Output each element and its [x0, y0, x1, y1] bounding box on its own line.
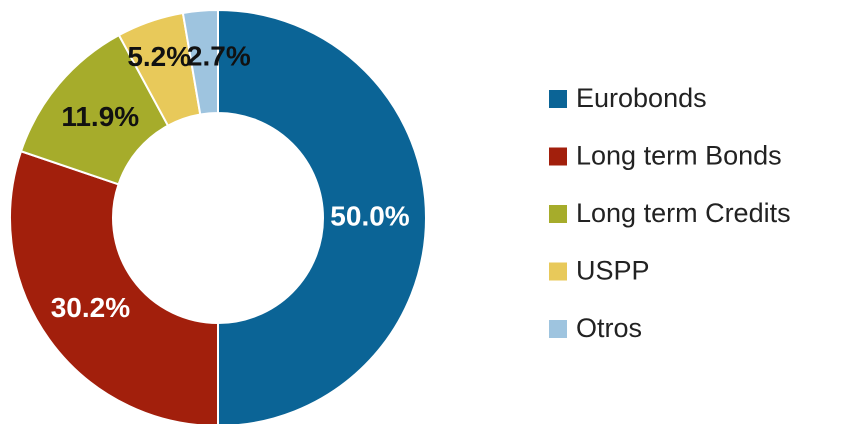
legend-label: Long term Credits	[576, 198, 791, 228]
legend-swatch	[549, 90, 567, 108]
legend-swatch	[549, 205, 567, 223]
legend-swatch	[549, 147, 567, 166]
legend-label: USPP	[576, 256, 650, 286]
value-label: 2.7%	[187, 40, 251, 71]
legend-label: Eurobonds	[576, 83, 707, 113]
value-label: 50.0%	[330, 200, 409, 231]
donut-slice	[9, 149, 219, 424]
donut-slice	[181, 8, 219, 116]
value-label: 11.9%	[61, 101, 139, 132]
legend-swatch	[549, 320, 567, 338]
legend-swatch	[549, 262, 567, 281]
donut-slice	[217, 8, 427, 424]
legend-label: Otros	[576, 313, 642, 343]
value-label: 5.2%	[127, 41, 191, 72]
value-label: 30.2%	[51, 292, 130, 323]
legend-label: Long term Bonds	[576, 141, 782, 171]
